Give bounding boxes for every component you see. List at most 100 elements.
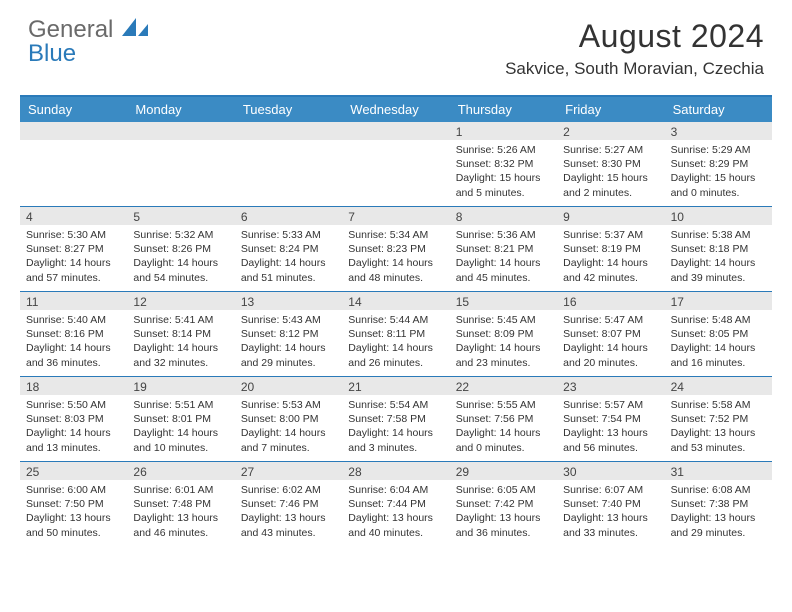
- day-header-fri: Friday: [557, 97, 664, 122]
- sunrise-text: Sunrise: 6:04 AM: [348, 483, 443, 497]
- sunrise-text: Sunrise: 6:01 AM: [133, 483, 228, 497]
- day-number: 20: [235, 377, 342, 395]
- day-number: [127, 122, 234, 140]
- sunset-text: Sunset: 8:03 PM: [26, 412, 121, 426]
- sunset-text: Sunset: 7:44 PM: [348, 497, 443, 511]
- logo-text-block: General Blue: [28, 18, 148, 68]
- sunset-text: Sunset: 7:54 PM: [563, 412, 658, 426]
- daylight-text: Daylight: 14 hours and 7 minutes.: [241, 426, 336, 454]
- sunrise-text: Sunrise: 5:37 AM: [563, 228, 658, 242]
- sunrise-text: Sunrise: 5:57 AM: [563, 398, 658, 412]
- sunset-text: Sunset: 8:09 PM: [456, 327, 551, 341]
- sunrise-text: Sunrise: 6:08 AM: [671, 483, 766, 497]
- location-text: Sakvice, South Moravian, Czechia: [505, 59, 764, 79]
- cell-body: Sunrise: 5:48 AMSunset: 8:05 PMDaylight:…: [665, 310, 772, 374]
- sunset-text: Sunset: 8:32 PM: [456, 157, 551, 171]
- day-header-wed: Wednesday: [342, 97, 449, 122]
- calendar-cell: 10Sunrise: 5:38 AMSunset: 8:18 PMDayligh…: [665, 207, 772, 291]
- day-number: 27: [235, 462, 342, 480]
- calendar-cell: 31Sunrise: 6:08 AMSunset: 7:38 PMDayligh…: [665, 462, 772, 546]
- day-number: [235, 122, 342, 140]
- day-number: 19: [127, 377, 234, 395]
- sunset-text: Sunset: 8:01 PM: [133, 412, 228, 426]
- sunrise-text: Sunrise: 5:47 AM: [563, 313, 658, 327]
- sunrise-text: Sunrise: 5:38 AM: [671, 228, 766, 242]
- sunset-text: Sunset: 8:26 PM: [133, 242, 228, 256]
- daylight-text: Daylight: 14 hours and 3 minutes.: [348, 426, 443, 454]
- week-row: 18Sunrise: 5:50 AMSunset: 8:03 PMDayligh…: [20, 376, 772, 461]
- daylight-text: Daylight: 13 hours and 33 minutes.: [563, 511, 658, 539]
- day-number: 1: [450, 122, 557, 140]
- page-title: August 2024: [505, 18, 764, 55]
- week-row: 1Sunrise: 5:26 AMSunset: 8:32 PMDaylight…: [20, 122, 772, 206]
- daylight-text: Daylight: 14 hours and 13 minutes.: [26, 426, 121, 454]
- sunset-text: Sunset: 8:29 PM: [671, 157, 766, 171]
- calendar-cell: 29Sunrise: 6:05 AMSunset: 7:42 PMDayligh…: [450, 462, 557, 546]
- calendar-cell: 23Sunrise: 5:57 AMSunset: 7:54 PMDayligh…: [557, 377, 664, 461]
- sunrise-text: Sunrise: 6:02 AM: [241, 483, 336, 497]
- daylight-text: Daylight: 14 hours and 26 minutes.: [348, 341, 443, 369]
- calendar-cell: 12Sunrise: 5:41 AMSunset: 8:14 PMDayligh…: [127, 292, 234, 376]
- cell-body: Sunrise: 6:00 AMSunset: 7:50 PMDaylight:…: [20, 480, 127, 544]
- cell-body: Sunrise: 5:33 AMSunset: 8:24 PMDaylight:…: [235, 225, 342, 289]
- daylight-text: Daylight: 14 hours and 51 minutes.: [241, 256, 336, 284]
- calendar-cell: 9Sunrise: 5:37 AMSunset: 8:19 PMDaylight…: [557, 207, 664, 291]
- day-number: 25: [20, 462, 127, 480]
- cell-body: Sunrise: 6:01 AMSunset: 7:48 PMDaylight:…: [127, 480, 234, 544]
- daylight-text: Daylight: 15 hours and 0 minutes.: [671, 171, 766, 199]
- calendar-cell: 24Sunrise: 5:58 AMSunset: 7:52 PMDayligh…: [665, 377, 772, 461]
- day-number: 8: [450, 207, 557, 225]
- cell-body: [235, 140, 342, 202]
- sunset-text: Sunset: 8:07 PM: [563, 327, 658, 341]
- calendar-cell: 30Sunrise: 6:07 AMSunset: 7:40 PMDayligh…: [557, 462, 664, 546]
- week-row: 11Sunrise: 5:40 AMSunset: 8:16 PMDayligh…: [20, 291, 772, 376]
- calendar-cell: 20Sunrise: 5:53 AMSunset: 8:00 PMDayligh…: [235, 377, 342, 461]
- sunrise-text: Sunrise: 5:55 AM: [456, 398, 551, 412]
- day-number: 12: [127, 292, 234, 310]
- logo-sail-icon: [122, 18, 148, 41]
- cell-body: Sunrise: 5:27 AMSunset: 8:30 PMDaylight:…: [557, 140, 664, 204]
- calendar-cell: 5Sunrise: 5:32 AMSunset: 8:26 PMDaylight…: [127, 207, 234, 291]
- cell-body: Sunrise: 5:51 AMSunset: 8:01 PMDaylight:…: [127, 395, 234, 459]
- cell-body: Sunrise: 5:37 AMSunset: 8:19 PMDaylight:…: [557, 225, 664, 289]
- day-number: 7: [342, 207, 449, 225]
- sunrise-text: Sunrise: 5:30 AM: [26, 228, 121, 242]
- daylight-text: Daylight: 14 hours and 0 minutes.: [456, 426, 551, 454]
- cell-body: [20, 140, 127, 202]
- sunset-text: Sunset: 8:30 PM: [563, 157, 658, 171]
- cell-body: Sunrise: 5:50 AMSunset: 8:03 PMDaylight:…: [20, 395, 127, 459]
- sunset-text: Sunset: 7:46 PM: [241, 497, 336, 511]
- sunset-text: Sunset: 7:52 PM: [671, 412, 766, 426]
- daylight-text: Daylight: 14 hours and 57 minutes.: [26, 256, 121, 284]
- title-block: August 2024 Sakvice, South Moravian, Cze…: [505, 18, 764, 79]
- calendar-cell: 14Sunrise: 5:44 AMSunset: 8:11 PMDayligh…: [342, 292, 449, 376]
- sunrise-text: Sunrise: 5:40 AM: [26, 313, 121, 327]
- daylight-text: Daylight: 13 hours and 53 minutes.: [671, 426, 766, 454]
- sunset-text: Sunset: 8:19 PM: [563, 242, 658, 256]
- cell-body: Sunrise: 5:29 AMSunset: 8:29 PMDaylight:…: [665, 140, 772, 204]
- daylight-text: Daylight: 14 hours and 16 minutes.: [671, 341, 766, 369]
- cell-body: Sunrise: 5:38 AMSunset: 8:18 PMDaylight:…: [665, 225, 772, 289]
- calendar-cell: 8Sunrise: 5:36 AMSunset: 8:21 PMDaylight…: [450, 207, 557, 291]
- sunset-text: Sunset: 8:18 PM: [671, 242, 766, 256]
- daylight-text: Daylight: 14 hours and 39 minutes.: [671, 256, 766, 284]
- cell-body: Sunrise: 5:36 AMSunset: 8:21 PMDaylight:…: [450, 225, 557, 289]
- sunrise-text: Sunrise: 5:51 AM: [133, 398, 228, 412]
- calendar-cell: 15Sunrise: 5:45 AMSunset: 8:09 PMDayligh…: [450, 292, 557, 376]
- page-header: General Blue August 2024 Sakvice, South …: [0, 0, 792, 87]
- cell-body: Sunrise: 6:07 AMSunset: 7:40 PMDaylight:…: [557, 480, 664, 544]
- calendar-cell: 11Sunrise: 5:40 AMSunset: 8:16 PMDayligh…: [20, 292, 127, 376]
- calendar-cell: [127, 122, 234, 206]
- calendar-cell: [20, 122, 127, 206]
- day-number: 4: [20, 207, 127, 225]
- daylight-text: Daylight: 13 hours and 50 minutes.: [26, 511, 121, 539]
- sunrise-text: Sunrise: 5:32 AM: [133, 228, 228, 242]
- cell-body: Sunrise: 5:44 AMSunset: 8:11 PMDaylight:…: [342, 310, 449, 374]
- day-number: 11: [20, 292, 127, 310]
- sunrise-text: Sunrise: 5:50 AM: [26, 398, 121, 412]
- calendar-cell: 13Sunrise: 5:43 AMSunset: 8:12 PMDayligh…: [235, 292, 342, 376]
- logo-text-blue: Blue: [28, 40, 148, 68]
- cell-body: Sunrise: 6:08 AMSunset: 7:38 PMDaylight:…: [665, 480, 772, 544]
- calendar: Sunday Monday Tuesday Wednesday Thursday…: [20, 95, 772, 546]
- sunset-text: Sunset: 8:00 PM: [241, 412, 336, 426]
